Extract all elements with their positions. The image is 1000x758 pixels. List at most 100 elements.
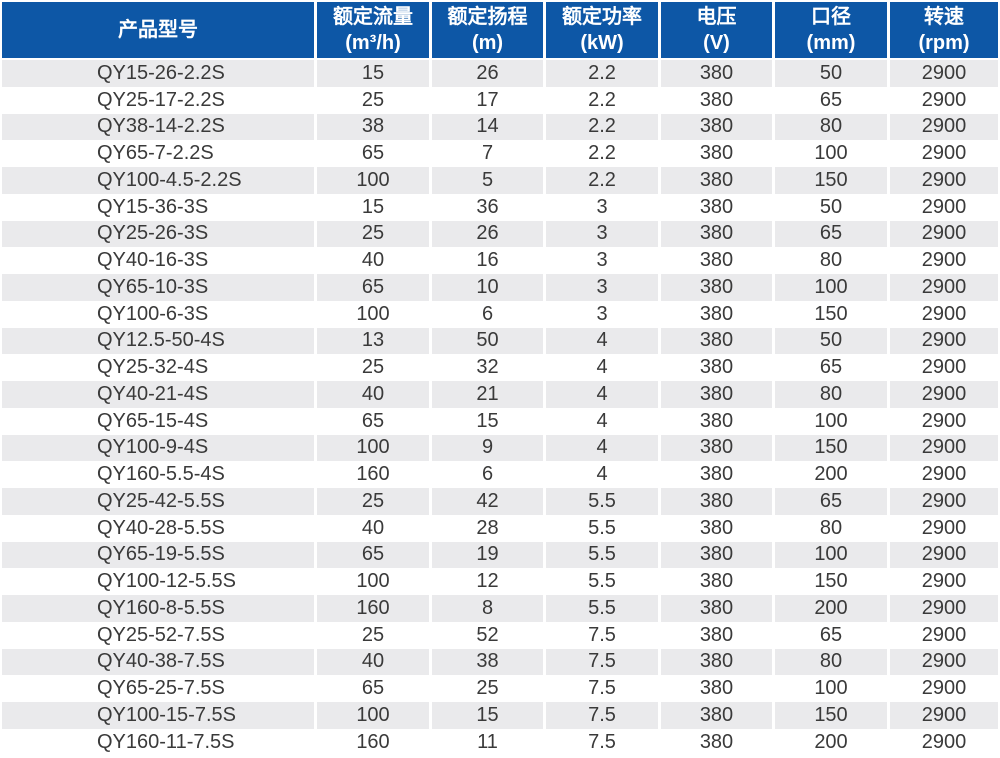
value-cell: 2900 [887,381,998,408]
table-row: QY25-17-2.2S 25 17 2.2 380 65 2900 [2,86,998,114]
value-cell: 2900 [887,247,998,274]
value-cell: 2900 [887,407,998,435]
table-row: QY100-4.5-2.2S 100 5 2.2 380 150 2900 [2,167,998,194]
value-cell: 100 [772,407,887,435]
value-cell: 2900 [887,220,998,248]
header-row: 产品型号 额定流量 (m³/h) 额定扬程 (m) 额定功率 (kW) 电压 [2,2,998,60]
value-cell: 150 [772,300,887,328]
model-cell: QY160-11-7.5S [2,728,314,756]
value-cell: 50 [772,193,887,221]
value-cell: 42 [429,488,543,515]
value-cell: 15 [314,60,429,87]
value-cell: 2900 [887,354,998,381]
value-cell: 3 [543,247,658,274]
model-cell: QY160-5.5-4S [2,461,314,488]
value-cell: 12 [429,568,543,595]
header-label: 产品型号 [118,19,198,41]
value-cell: 65 [314,541,429,569]
value-cell: 52 [429,621,543,649]
value-cell: 11 [429,728,543,756]
value-cell: 19 [429,541,543,569]
value-cell: 100 [772,675,887,702]
value-cell: 3 [543,220,658,248]
value-cell: 200 [772,728,887,756]
value-cell: 100 [314,300,429,328]
value-cell: 2900 [887,675,998,702]
model-cell: QY100-4.5-2.2S [2,167,314,194]
value-cell: 15 [429,702,543,729]
value-cell: 380 [658,621,772,649]
value-cell: 5.5 [543,514,658,542]
value-cell: 8 [429,595,543,622]
value-cell: 7 [429,140,543,167]
value-cell: 2900 [887,728,998,756]
value-cell: 10 [429,274,543,301]
value-cell: 200 [772,595,887,622]
header-label: 口径 [811,6,851,28]
value-cell: 100 [772,274,887,301]
value-cell: 150 [772,167,887,194]
model-cell: QY15-26-2.2S [2,60,314,87]
value-cell: 2900 [887,488,998,515]
table-row: QY65-7-2.2S 65 7 2.2 380 100 2900 [2,140,998,167]
value-cell: 40 [314,648,429,676]
model-cell: QY25-32-4S [2,354,314,381]
value-cell: 7.5 [543,675,658,702]
table-row: QY160-11-7.5S 160 11 7.5 380 200 2900 [2,728,998,756]
table-row: QY65-10-3S 65 10 3 380 100 2900 [2,274,998,301]
value-cell: 7.5 [543,728,658,756]
model-cell: QY12.5-50-4S [2,327,314,355]
model-cell: QY65-19-5.5S [2,541,314,569]
value-cell: 65 [314,407,429,435]
model-cell: QY100-9-4S [2,434,314,462]
value-cell: 380 [658,220,772,248]
value-cell: 5.5 [543,488,658,515]
table-body: QY15-26-2.2S 15 26 2.2 380 50 2900 QY25-17-2.2S… [2,60,998,756]
value-cell: 2900 [887,274,998,301]
value-cell: 50 [429,327,543,355]
header-unit: (mm) [806,32,856,54]
table-row: QY65-19-5.5S 65 19 5.5 380 100 2900 [2,541,998,569]
value-cell: 380 [658,702,772,729]
value-cell: 2.2 [543,113,658,141]
value-cell: 380 [658,193,772,221]
value-cell: 40 [314,381,429,408]
value-cell: 2900 [887,434,998,462]
value-cell: 16 [429,247,543,274]
value-cell: 5.5 [543,595,658,622]
value-cell: 380 [658,648,772,676]
value-cell: 100 [314,568,429,595]
header-rated-power: 额定功率 (kW) [543,2,658,60]
header-label: 转速 [924,6,964,28]
model-cell: QY100-6-3S [2,300,314,328]
value-cell: 65 [772,354,887,381]
header-product-model: 产品型号 [2,2,314,60]
value-cell: 28 [429,514,543,542]
value-cell: 50 [772,60,887,87]
value-cell: 2900 [887,514,998,542]
value-cell: 380 [658,354,772,381]
value-cell: 2900 [887,461,998,488]
value-cell: 4 [543,354,658,381]
value-cell: 6 [429,461,543,488]
table-row: QY40-21-4S 40 21 4 380 80 2900 [2,381,998,408]
value-cell: 380 [658,461,772,488]
value-cell: 2900 [887,595,998,622]
value-cell: 5 [429,167,543,194]
value-cell: 50 [772,327,887,355]
model-cell: QY25-52-7.5S [2,621,314,649]
value-cell: 65 [772,621,887,649]
value-cell: 380 [658,675,772,702]
value-cell: 21 [429,381,543,408]
value-cell: 2900 [887,568,998,595]
table-row: QY25-42-5.5S 25 42 5.5 380 65 2900 [2,488,998,515]
value-cell: 65 [314,140,429,167]
value-cell: 380 [658,140,772,167]
header-caliber: 口径 (mm) [772,2,887,60]
header-unit: (m³/h) [345,32,401,54]
header-unit: (rpm) [918,32,970,54]
value-cell: 2900 [887,60,998,87]
table-header: 产品型号 额定流量 (m³/h) 额定扬程 (m) 额定功率 (kW) 电压 [2,2,998,60]
